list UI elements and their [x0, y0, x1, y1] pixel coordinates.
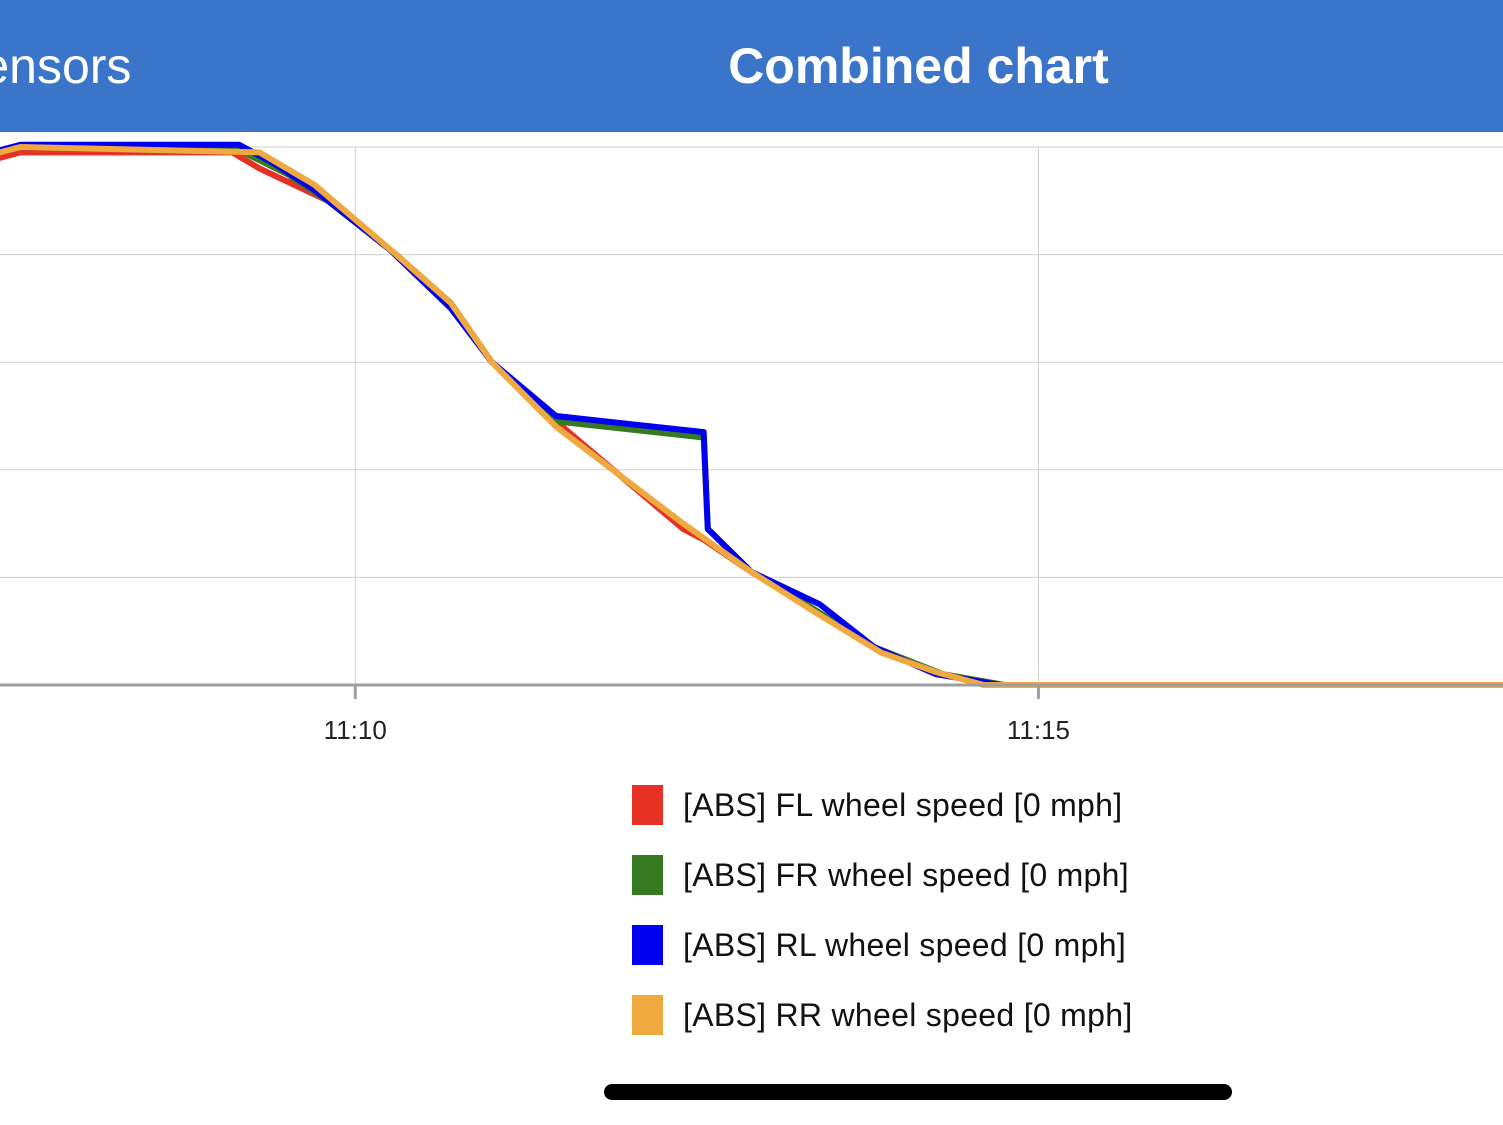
legend-label: [ABS] FR wheel speed [0 mph]	[683, 856, 1129, 893]
grid-layer	[0, 146, 1503, 685]
x-tick-label: 11:10	[324, 715, 387, 745]
legend-swatch	[632, 855, 663, 895]
legend-label: [ABS] FL wheel speed [0 mph]	[683, 786, 1123, 823]
legend-item: [ABS] RL wheel speed [0 mph]	[632, 910, 1133, 980]
legend-item: [ABS] RR wheel speed [0 mph]	[632, 980, 1133, 1050]
series-line-fr	[0, 144, 1503, 688]
combined-line-chart: 11:10 11:15	[0, 141, 1503, 745]
x-axis: 11:10 11:15	[0, 683, 1503, 745]
series-line-fl	[0, 149, 1503, 688]
legend-swatch	[632, 925, 663, 965]
series-line-rl	[0, 141, 1503, 688]
series-line-rr	[0, 144, 1503, 688]
chart-legend: [ABS] FL wheel speed [0 mph] [ABS] FR whe…	[632, 770, 1133, 1050]
legend-swatch	[632, 995, 663, 1035]
nav-bar: Sensors Combined chart	[0, 0, 1503, 132]
legend-item: [ABS] FR wheel speed [0 mph]	[632, 840, 1133, 910]
legend-label: [ABS] RR wheel speed [0 mph]	[683, 996, 1133, 1033]
series-layer	[0, 141, 1503, 688]
back-button[interactable]: Sensors	[0, 38, 132, 94]
page-title: Combined chart	[728, 38, 1109, 94]
x-tick-label: 11:15	[1007, 715, 1070, 745]
legend-item: [ABS] FL wheel speed [0 mph]	[632, 770, 1133, 840]
home-indicator[interactable]	[604, 1084, 1232, 1100]
legend-swatch	[632, 785, 663, 825]
legend-label: [ABS] RL wheel speed [0 mph]	[683, 926, 1127, 963]
